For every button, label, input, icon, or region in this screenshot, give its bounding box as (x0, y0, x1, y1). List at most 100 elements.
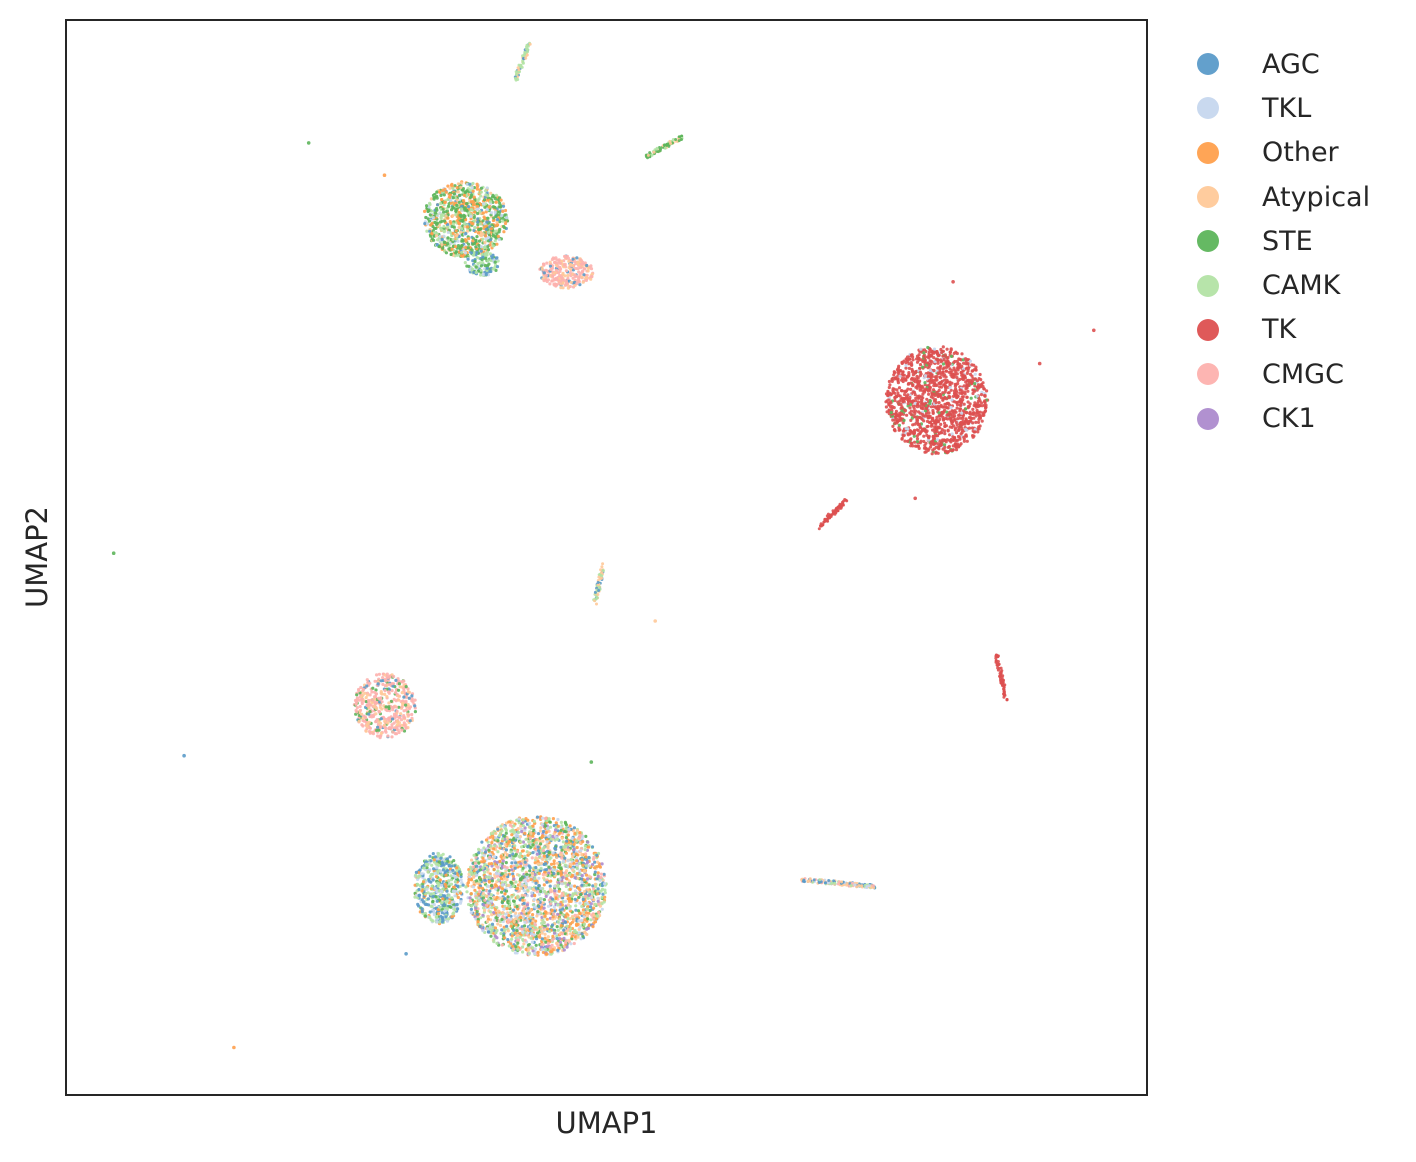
scatter-point-agc (427, 877, 431, 882)
scatter-point-tk (941, 397, 945, 401)
scatter-point-camk (475, 256, 479, 260)
scatter-point-tk (977, 427, 981, 431)
scatter-point-tk (962, 435, 966, 439)
scatter-point-camk (451, 237, 455, 242)
scatter-point-tk (934, 400, 938, 405)
scatter-point-ste (496, 210, 500, 214)
scatter-point-tkl (502, 907, 506, 911)
scatter-point-atypical (448, 186, 452, 190)
scatter-point-camk (451, 222, 456, 226)
scatter-point-atypical (541, 839, 545, 843)
scatter-point-other (487, 205, 491, 209)
scatter-point-tk (890, 379, 894, 383)
scatter-point-agc (391, 684, 395, 688)
scatter-point-camk (479, 194, 483, 198)
scatter-point-tk (931, 388, 936, 392)
scatter-point-agc (379, 717, 383, 721)
scatter-point-agc (538, 869, 542, 873)
scatter-point-cmgc (377, 672, 381, 676)
scatter-point-agc (461, 883, 465, 887)
scatter-point-tk (939, 430, 943, 434)
scatter-point-tk (972, 434, 976, 438)
scatter-point-atypical (499, 923, 503, 928)
scatter-point-other (448, 193, 452, 197)
scatter-point-camk (488, 910, 493, 914)
scatter-point-tk (954, 393, 959, 397)
scatter-point-ste (435, 206, 439, 211)
scatter-point-tk (977, 397, 981, 401)
scatter-point-tkl (492, 855, 496, 859)
scatter-point-agc (542, 271, 546, 275)
scatter-point-ste (498, 227, 502, 232)
scatter-point-atypical (361, 716, 365, 721)
scatter-point-agc (585, 263, 589, 268)
scatter-point-tk (965, 395, 969, 399)
scatter-point-tkl (975, 394, 979, 398)
scatter-point-agc (512, 928, 516, 933)
scatter-point-agc (520, 925, 524, 929)
scatter-point-tk (929, 354, 933, 358)
scatter-point-camk (458, 884, 462, 889)
scatter-point-camk (510, 931, 514, 935)
scatter-point-camk (449, 882, 454, 886)
scatter-point-other (465, 225, 470, 229)
scatter-point-camk (482, 906, 486, 910)
scatter-point-agc (495, 265, 500, 269)
scatter-point-camk (549, 856, 553, 860)
scatter-point-atypical (379, 690, 383, 694)
scatter-point-tk (915, 374, 919, 379)
scatter-point-tk (946, 360, 951, 365)
scatter-point-ste (384, 705, 388, 709)
scatter-point-tkl (484, 237, 488, 241)
scatter-point-atypical (378, 721, 383, 725)
scatter-point-ste (497, 205, 501, 209)
scatter-point-atypical (374, 712, 378, 716)
scatter-point-tkl (490, 211, 494, 215)
scatter-point-tk (907, 372, 911, 377)
scatter-point-tk (980, 419, 984, 423)
scatter-point-agc (394, 678, 398, 683)
scatter-point-tk (964, 434, 969, 438)
scatter-point-tk (915, 437, 920, 441)
scatter-point-tk (910, 413, 914, 417)
scatter-point-tk (955, 400, 959, 404)
scatter-point-ste (494, 268, 498, 272)
scatter-point-atypical (540, 267, 544, 271)
scatter-point-other (422, 880, 426, 884)
scatter-point-cmgc (550, 266, 555, 270)
scatter-point-camk (434, 915, 439, 919)
scatter-point-tkl (425, 222, 430, 226)
scatter-point-other (538, 935, 542, 939)
scatter-point-tk (934, 383, 938, 388)
scatter-point-cmgc (554, 268, 558, 272)
scatter-point-camk (523, 843, 527, 847)
scatter-point-ste (455, 203, 459, 207)
scatter-point-tkl (475, 207, 479, 211)
scatter-point-cmgc (535, 890, 539, 894)
scatter-point-tk (893, 396, 897, 400)
scatter-point-camk (450, 896, 454, 900)
scatter-point-ste (485, 216, 490, 220)
scatter-point-atypical (375, 706, 379, 711)
scatter-point-cmgc (392, 705, 396, 709)
scatter-point-tkl (923, 374, 928, 378)
scatter-point-camk (467, 902, 471, 907)
scatter-point-ste (404, 685, 408, 689)
scatter-point-other (489, 227, 493, 231)
scatter-point-ste (483, 264, 487, 268)
scatter-point-ste (503, 213, 507, 217)
scatter-point-tk (900, 361, 904, 365)
scatter-point-camk (442, 230, 446, 234)
scatter-point-cmgc (548, 282, 552, 286)
scatter-point-atypical (489, 191, 493, 195)
scatter-point-other (494, 224, 498, 228)
scatter-point-agc (484, 227, 488, 231)
scatter-point-agc (578, 283, 582, 287)
scatter-point-tk (930, 392, 935, 396)
scatter-point-agc (448, 855, 452, 859)
scatter-point-camk (549, 952, 553, 956)
scatter-point-agc (485, 220, 489, 224)
scatter-point-tk (966, 362, 970, 366)
scatter-point-tk (933, 378, 938, 382)
scatter-point-tk (916, 416, 921, 420)
